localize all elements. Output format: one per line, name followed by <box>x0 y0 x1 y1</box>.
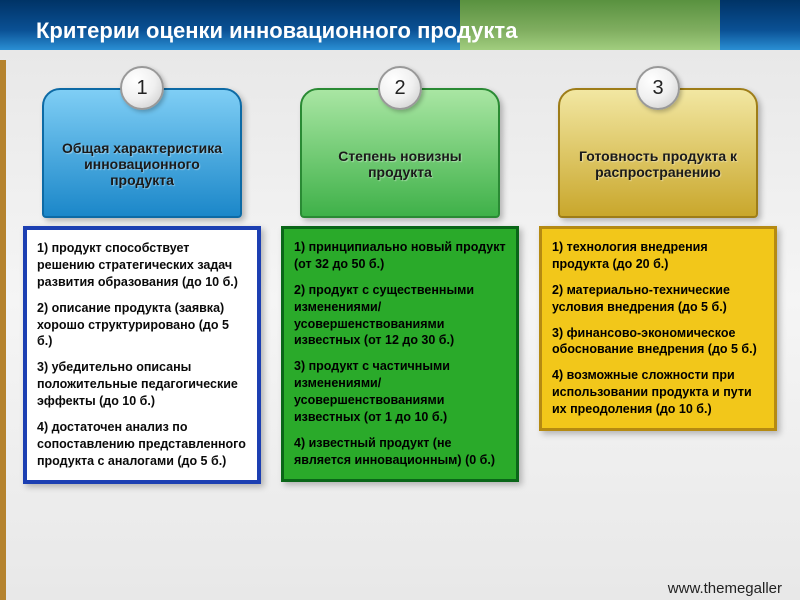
column-panel: 1) продукт способствует решению стратеги… <box>23 226 261 484</box>
page-title: Критерии оценки инновационного продукта <box>0 0 800 44</box>
column-badge: 2 <box>378 66 422 110</box>
columns-container: 1Общая характеристика инновационного про… <box>0 44 800 484</box>
panel-item: 4) известный продукт (не является иннова… <box>294 435 506 469</box>
panel-item: 4) достаточен анализ по сопоставлению пр… <box>37 419 247 470</box>
panel-item: 3) продукт с частичными изменениями/ усо… <box>294 358 506 426</box>
panel-item: 1) продукт способствует решению стратеги… <box>37 240 247 291</box>
column-2: 2Степень новизны продукта1) принципиальн… <box>278 66 522 484</box>
panel-item: 1) технология внедрения продукта (до 20 … <box>552 239 764 273</box>
panel-item: 3) финансово-экономическое обоснование в… <box>552 325 764 359</box>
column-3: 3Готовность продукта к распространению1)… <box>536 66 780 484</box>
column-badge: 3 <box>636 66 680 110</box>
panel-item: 1) принципиально новый продукт (от 32 до… <box>294 239 506 273</box>
panel-item: 3) убедительно описаны положительные пед… <box>37 359 247 410</box>
panel-item: 2) описание продукта (заявка) хорошо стр… <box>37 300 247 351</box>
panel-item: 2) продукт с существенными изменениями/ … <box>294 282 506 350</box>
panel-item: 4) возможные сложности при использовании… <box>552 367 764 418</box>
column-1: 1Общая характеристика инновационного про… <box>20 66 264 484</box>
panel-item: 2) материально-технические условия внедр… <box>552 282 764 316</box>
footer-url: www.themegaller <box>668 580 782 597</box>
column-badge: 1 <box>120 66 164 110</box>
column-panel: 1) принципиально новый продукт (от 32 до… <box>281 226 519 482</box>
column-panel: 1) технология внедрения продукта (до 20 … <box>539 226 777 431</box>
